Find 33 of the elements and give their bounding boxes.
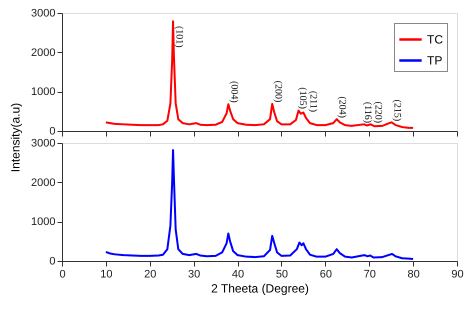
annotation: (004) [228,81,240,103]
x-tick-label: 10 [100,268,113,280]
y-tick-label: 2000 [31,176,56,189]
legend-label: TP [427,54,442,68]
line-series [104,149,414,260]
y-tick-label: 0 [49,256,56,268]
x-tick-label: 40 [232,268,244,280]
annotation: (105) [297,87,308,109]
y-tick-label: 1000 [31,86,56,98]
y-tick-label: 0 [49,126,56,138]
x-tick-label: 70 [364,268,376,280]
x-tick-label: 30 [188,268,200,280]
y-axis-title: Intensity(a.u) [8,102,22,172]
line-series [104,20,414,129]
y-tick-label: 3000 [31,8,56,20]
annotation: (215) [392,99,403,122]
x-tick-label: 50 [276,268,288,280]
x-tick-label: 90 [451,268,464,280]
x-tick-label: 60 [320,268,332,280]
annotation: (220) [372,101,384,124]
y-tick-label: 1000 [31,216,56,228]
annotation: (116) [362,102,374,124]
y-tick-label: 2000 [31,46,56,59]
x-tick-label: 20 [144,268,156,280]
annotation: (211) [307,90,318,112]
legend-label: TC [427,32,444,46]
annotation: (204) [336,96,348,118]
y-tick-label: 3000 [31,138,56,150]
x-tick-label: 0 [59,268,66,280]
annotation: (101) [174,26,185,48]
annotation: (200) [272,80,284,102]
x-axis-title: 2 Theeta (Degree) [211,282,309,296]
x-tick-label: 80 [407,268,420,280]
